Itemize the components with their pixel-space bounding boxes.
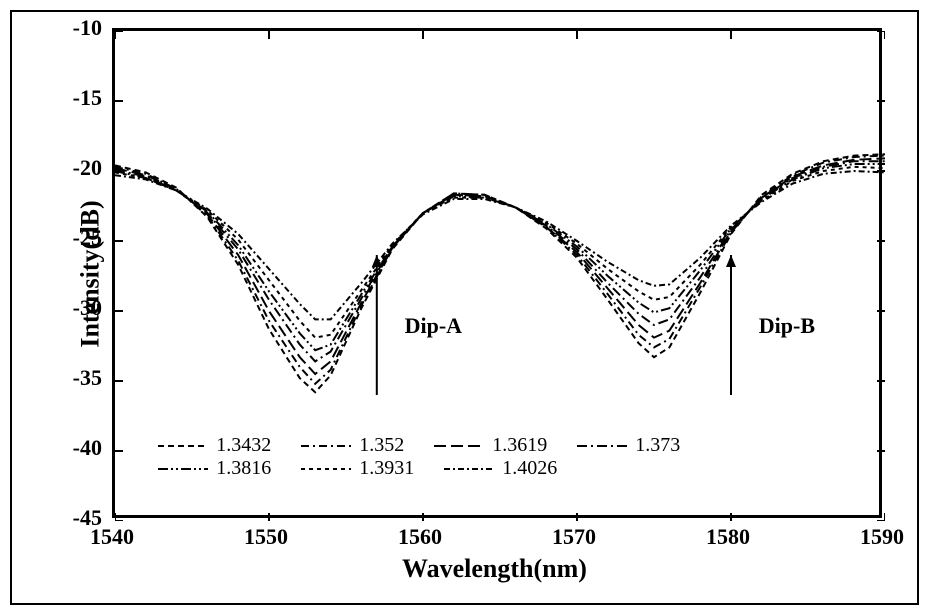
- legend-swatch: [577, 436, 627, 456]
- x-tick-label: 1540: [90, 524, 134, 550]
- y-tick-label: -20: [42, 155, 102, 181]
- legend-swatch: [301, 459, 351, 479]
- x-tick-label: 1590: [860, 524, 904, 550]
- series-line-1: [115, 156, 885, 384]
- legend-item: 1.3619: [434, 434, 547, 457]
- legend-row: 1.3432 1.352 1.3619 1.373: [158, 434, 680, 457]
- legend-label: 1.3931: [359, 457, 414, 480]
- legend-item: 1.4026: [444, 457, 557, 480]
- legend-row: 1.3816 1.3931 1.4026: [158, 457, 680, 480]
- legend-item: 1.3816: [158, 457, 271, 480]
- y-tick-label: -40: [42, 435, 102, 461]
- y-tick-label: -10: [42, 15, 102, 41]
- legend-swatch: [301, 436, 351, 456]
- figure-container: -45-40-35-30-25-20-15-10 154015501560157…: [0, 0, 929, 615]
- annotation-dip-a: Dip-A: [405, 313, 462, 339]
- x-tick-label: 1560: [398, 524, 442, 550]
- x-axis-label: Wavelength(nm): [402, 554, 587, 584]
- legend-swatch: [434, 436, 484, 456]
- y-axis-label: Intensity(dB): [76, 200, 106, 347]
- legend-label: 1.3619: [492, 434, 547, 457]
- legend-label: 1.4026: [502, 457, 557, 480]
- legend-label: 1.3432: [216, 434, 271, 457]
- annotation-dip-b: Dip-B: [759, 313, 815, 339]
- legend-label: 1.373: [635, 434, 680, 457]
- legend-swatch: [158, 459, 208, 479]
- legend-item: 1.373: [577, 434, 680, 457]
- y-tick-label: -15: [42, 85, 102, 111]
- legend-label: 1.352: [359, 434, 404, 457]
- legend-item: 1.352: [301, 434, 404, 457]
- legend-item: 1.3931: [301, 457, 414, 480]
- x-tick-label: 1580: [706, 524, 750, 550]
- legend-swatch: [158, 436, 208, 456]
- y-tick-label: -35: [42, 365, 102, 391]
- legend: 1.3432 1.352 1.3619 1.373 1.3816 1.3931 1.4026: [158, 434, 680, 480]
- legend-swatch: [444, 459, 494, 479]
- x-tick-label: 1550: [244, 524, 288, 550]
- legend-label: 1.3816: [216, 457, 271, 480]
- x-tick-label: 1570: [552, 524, 596, 550]
- legend-item: 1.3432: [158, 434, 271, 457]
